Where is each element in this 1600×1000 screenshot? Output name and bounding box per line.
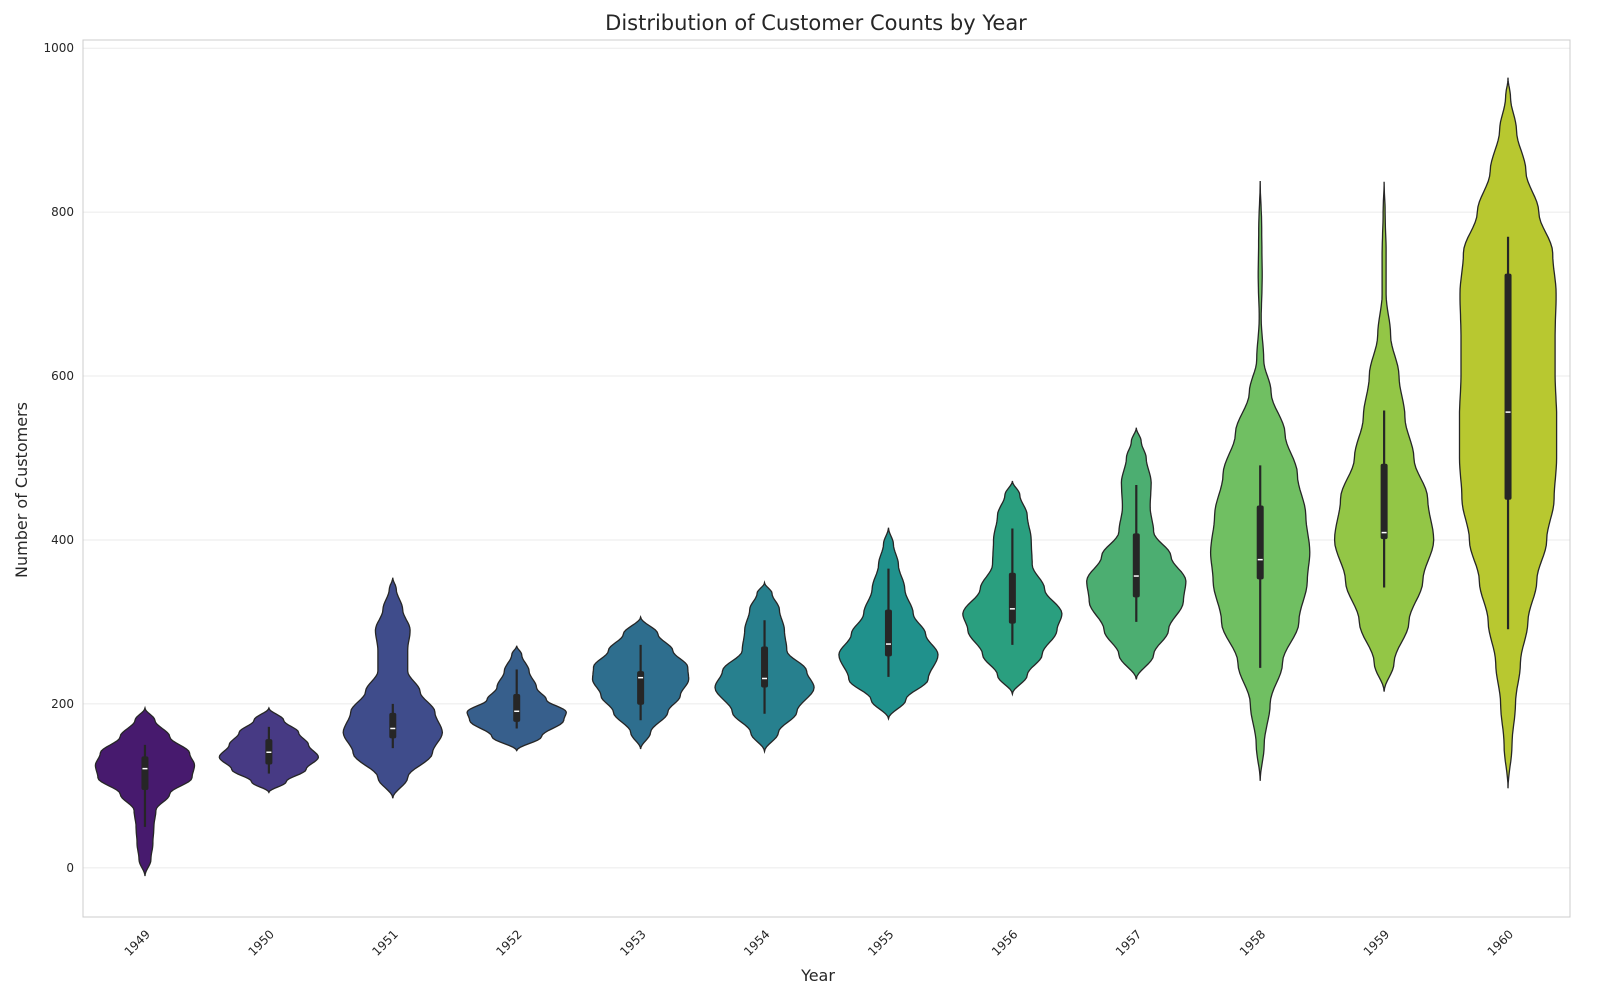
y-axis-label: Number of Customers [12, 402, 31, 578]
x-tick-label: 1951 [369, 927, 400, 958]
y-tick-label: 200 [51, 697, 74, 711]
y-tick-label: 400 [51, 533, 74, 547]
violin-iqr-box [1504, 273, 1512, 500]
x-tick-label: 1959 [1361, 927, 1392, 958]
violins [94, 77, 1558, 877]
violin-iqr-box [884, 609, 892, 657]
violin-iqr-box [141, 756, 149, 790]
violin-iqr-box [637, 671, 645, 705]
x-tick-label: 1955 [865, 927, 896, 958]
x-axis-label: Year [800, 966, 835, 985]
y-axis-ticks: 0 200 400 600 800 1000 [43, 41, 74, 875]
x-tick-label: 1952 [493, 927, 524, 958]
x-tick-label: 1957 [1113, 927, 1144, 958]
y-tick-label: 0 [66, 861, 74, 875]
violin-iqr-box [1132, 533, 1140, 598]
x-tick-label: 1949 [122, 927, 153, 958]
x-tick-label: 1953 [617, 927, 648, 958]
violin-iqr-box [1008, 572, 1016, 624]
y-tick-label: 600 [51, 369, 74, 383]
chart-title: Distribution of Customer Counts by Year [605, 11, 1027, 35]
violin-iqr-box [1380, 463, 1388, 540]
plot-frame [82, 39, 1571, 918]
violin-iqr-box [1256, 505, 1264, 580]
y-tick-label: 1000 [43, 41, 74, 55]
y-tick-label: 800 [51, 205, 74, 219]
violin-body [342, 577, 444, 799]
x-axis-ticks: 1949 1950 1951 1952 1953 1954 1955 1956 1957 1958… [122, 927, 1517, 958]
violin-iqr-box [761, 646, 769, 688]
x-tick-label: 1956 [989, 927, 1020, 958]
x-tick-label: 1954 [741, 927, 772, 958]
violin-iqr-box [389, 712, 397, 739]
grid-lines [83, 47, 1570, 869]
violin-iqr-box [513, 694, 521, 722]
x-tick-label: 1950 [245, 927, 276, 958]
x-tick-label: 1958 [1237, 927, 1268, 958]
x-tick-label: 1960 [1485, 927, 1516, 958]
